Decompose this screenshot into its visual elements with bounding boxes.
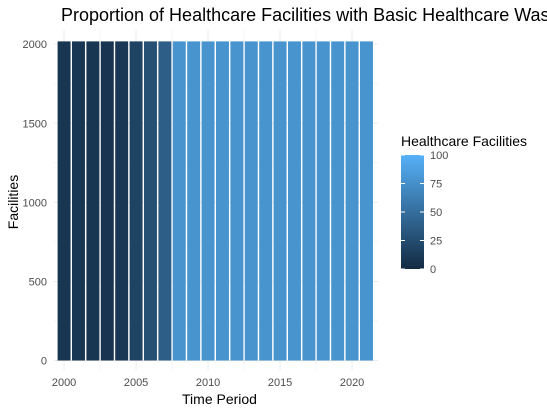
y-tick-label: 2000 bbox=[23, 39, 47, 51]
bar bbox=[201, 41, 215, 361]
bar bbox=[100, 41, 114, 361]
legend-colorbar bbox=[401, 155, 424, 269]
x-tick-label: 2010 bbox=[196, 377, 220, 389]
bar bbox=[72, 41, 85, 361]
bar bbox=[144, 41, 157, 361]
x-tick-label: 2020 bbox=[340, 377, 364, 389]
bar bbox=[230, 41, 244, 361]
y-axis-title: Facilities bbox=[5, 175, 21, 229]
bar bbox=[259, 41, 273, 361]
bar bbox=[288, 41, 301, 361]
y-tick-label: 500 bbox=[29, 276, 47, 288]
legend-tick-label: 100 bbox=[430, 150, 448, 162]
bar bbox=[216, 41, 229, 361]
bar bbox=[187, 41, 201, 361]
bar bbox=[115, 41, 129, 361]
legend-tick-label: 50 bbox=[430, 207, 442, 219]
x-tick-label: 2015 bbox=[268, 377, 292, 389]
legend: Healthcare Facilities 0 25 50 75 100 bbox=[401, 133, 527, 276]
y-tick-label: 1000 bbox=[23, 197, 47, 209]
legend-title: Healthcare Facilities bbox=[401, 133, 527, 149]
x-axis-title: Time Period bbox=[182, 391, 257, 407]
bar bbox=[172, 41, 186, 361]
bar bbox=[244, 41, 258, 361]
bar bbox=[302, 41, 316, 361]
bar bbox=[129, 41, 143, 361]
bar bbox=[360, 41, 373, 361]
legend-tick-label: 25 bbox=[430, 236, 442, 248]
y-tick-labels: 0 500 1000 1500 2000 bbox=[23, 39, 47, 367]
y-tick-label: 0 bbox=[41, 356, 47, 368]
bar bbox=[331, 41, 345, 361]
bar bbox=[316, 41, 330, 361]
bars bbox=[57, 41, 373, 361]
legend-tick-label: 75 bbox=[430, 179, 442, 191]
x-tick-label: 2005 bbox=[124, 377, 148, 389]
legend-tick-label: 0 bbox=[430, 264, 436, 276]
x-tick-labels: 2000 2005 2010 2015 2020 bbox=[52, 377, 364, 389]
legend-ticks: 0 25 50 75 100 bbox=[401, 150, 448, 276]
chart-title: Proportion of Healthcare Facilities with… bbox=[61, 5, 547, 25]
y-tick-label: 1500 bbox=[23, 118, 47, 130]
bar bbox=[273, 41, 287, 361]
bar bbox=[345, 41, 359, 361]
bar bbox=[158, 41, 172, 361]
x-tick-label: 2000 bbox=[52, 377, 76, 389]
bar bbox=[86, 41, 100, 361]
bar bbox=[57, 41, 71, 361]
